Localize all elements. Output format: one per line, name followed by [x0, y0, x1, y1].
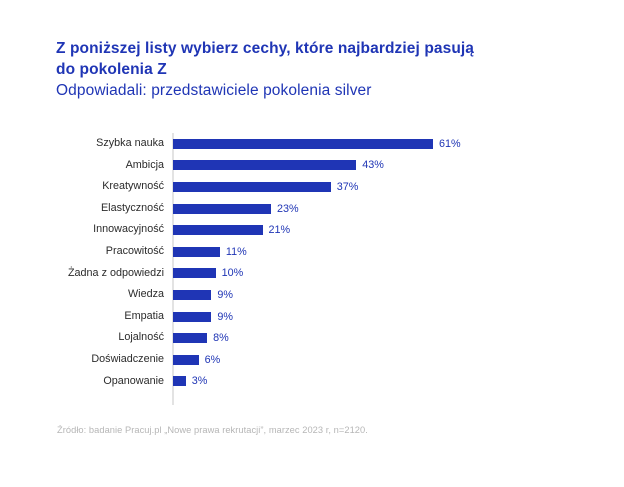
bar-row: Żadna z odpowiedzi 10%: [0, 263, 624, 285]
bar-row: Szybka nauka 61%: [0, 133, 624, 155]
bar-category-label: Lojalność: [118, 331, 164, 344]
bar-row: Kreatywność 37%: [0, 176, 624, 198]
bar-category-label: Szybka nauka: [96, 137, 164, 149]
bar-value-label: 43%: [362, 159, 384, 172]
bar: [173, 181, 331, 192]
bar-value-label: 3%: [191, 375, 208, 388]
bar: [173, 225, 263, 236]
bar-category-label: Innowacyjność: [93, 223, 164, 236]
bar-value-label: 61%: [439, 137, 461, 150]
bar-category-label: Opanowanie: [103, 374, 164, 387]
bar: [173, 289, 212, 300]
bar: [173, 354, 199, 365]
bar-row: Doświadczenie 6%: [0, 349, 624, 371]
bar-and-value: 43%: [173, 155, 384, 177]
bar-row: Ambicja 43%: [0, 155, 624, 177]
bar-row: Elastyczność 23%: [0, 198, 624, 220]
bar-value-label: 9%: [217, 288, 233, 301]
bar: [173, 333, 208, 344]
bar-value-label: 23%: [277, 202, 299, 215]
bar-category-label: Żadna z odpowiedzi: [67, 266, 164, 279]
bar-row: Empatia 9%: [0, 306, 624, 328]
bar-and-value: 21%: [173, 219, 290, 241]
bar-and-value: 23%: [173, 198, 299, 220]
bar-category-label: Empatia: [124, 309, 164, 322]
bar-value-label: 9%: [217, 310, 233, 323]
bar-and-value: 37%: [173, 176, 358, 198]
bar: [173, 268, 216, 279]
bar: [173, 138, 433, 149]
bar-row: Pracowitość 11%: [0, 241, 624, 263]
bar-row: Wiedza 9%: [0, 284, 624, 306]
bar-and-value: 10%: [173, 263, 243, 285]
bar-row: Opanowanie 3%: [0, 371, 624, 393]
bar: [173, 203, 272, 214]
bar-category-label: Doświadczenie: [91, 352, 164, 365]
bar-value-label: 21%: [268, 224, 291, 237]
bar-and-value: 3%: [173, 371, 207, 393]
bar-value-label: 6%: [204, 353, 221, 366]
title-subtitle: Odpowiadali: przedstawiciele pokolenia s…: [56, 82, 372, 99]
bar: [173, 160, 357, 171]
bar-chart: Szybka nauka 61% Ambicja 43% Kreatywność 37% E…: [0, 133, 624, 408]
title-line-2: do pokolenia Z: [56, 61, 167, 78]
bar: [173, 376, 186, 387]
bar-and-value: 9%: [173, 306, 233, 328]
bar-and-value: 6%: [173, 349, 220, 371]
bar-value-label: 11%: [225, 245, 247, 258]
bar-category-label: Pracowitość: [105, 244, 164, 257]
bar-and-value: 9%: [173, 284, 233, 306]
bar-value-label: 10%: [221, 267, 244, 280]
source-note: Źródło: badanie Pracuj.pl „Nowe prawa re…: [57, 425, 368, 435]
bar: [173, 246, 220, 257]
bar-category-label: Ambicja: [125, 158, 164, 171]
bar-category-label: Elastyczność: [100, 201, 164, 214]
bar-row: Innowacyjność 21%: [0, 219, 624, 241]
bar-chart-rows: Szybka nauka 61% Ambicja 43% Kreatywność 37% E…: [0, 133, 624, 392]
bar-and-value: 8%: [173, 327, 229, 349]
bar-value-label: 8%: [213, 332, 229, 345]
bar-category-label: Kreatywność: [102, 180, 164, 193]
page-title: Z poniższej listy wybierz cechy, które n…: [56, 38, 576, 101]
title-line-1: Z poniższej listy wybierz cechy, które n…: [56, 40, 475, 57]
bar-category-label: Wiedza: [127, 288, 164, 301]
bar-row: Lojalność 8%: [0, 327, 624, 349]
bar-value-label: 37%: [336, 180, 359, 193]
bar: [173, 311, 212, 322]
bar-and-value: 11%: [173, 241, 247, 263]
bar-and-value: 61%: [173, 133, 461, 155]
